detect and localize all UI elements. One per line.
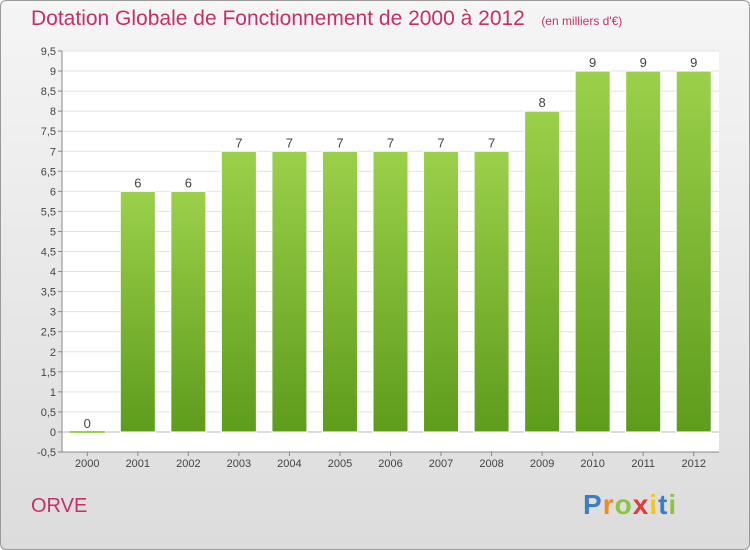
- data-label-2003: 7: [235, 135, 242, 150]
- data-label-2006: 7: [387, 135, 394, 150]
- bar-2002: [170, 190, 207, 433]
- x-tick-label-2001: 2001: [126, 458, 150, 470]
- entity-name: ORVE: [31, 495, 88, 517]
- bar-2004: [271, 150, 308, 433]
- y-tick-label: 5,5: [41, 206, 56, 218]
- y-tick-label: 0: [50, 427, 56, 439]
- title-text: Dotation Globale de Fonctionnement de 20…: [31, 7, 525, 30]
- y-tick-label: 4,5: [41, 247, 56, 259]
- x-tick-label-2003: 2003: [227, 458, 251, 470]
- bar-2011: [625, 70, 662, 433]
- proxiti-logo: Proxiti: [583, 489, 678, 520]
- x-tick-label-2002: 2002: [176, 458, 200, 470]
- bar-2000: [69, 430, 105, 433]
- data-label-2000: 0: [84, 416, 91, 431]
- x-tick-label-2000: 2000: [75, 458, 99, 470]
- x-tick-label-2004: 2004: [277, 458, 301, 470]
- y-tick-label: 9: [50, 66, 56, 78]
- bar-2001: [119, 190, 156, 433]
- y-tick-label: -0,5: [37, 447, 56, 459]
- x-tick-label-2011: 2011: [631, 458, 655, 470]
- y-tick-label: 6: [50, 186, 56, 198]
- data-label-2008: 7: [488, 135, 495, 150]
- y-tick-label: 3: [50, 307, 56, 319]
- x-tick-label-2010: 2010: [580, 458, 604, 470]
- y-tick-label: 1,5: [41, 367, 56, 379]
- bar-2010: [574, 70, 611, 433]
- data-label-2012: 9: [690, 55, 697, 70]
- data-label-2009: 8: [538, 95, 545, 110]
- bar-2012: [675, 70, 712, 433]
- data-label-2005: 7: [336, 135, 343, 150]
- bar-2008: [473, 150, 510, 433]
- y-tick-label: 3,5: [41, 287, 56, 299]
- data-label-2010: 9: [589, 55, 596, 70]
- data-label-2007: 7: [437, 135, 444, 150]
- chart-title: Dotation Globale de Fonctionnement de 20…: [31, 7, 622, 31]
- unit-note: (en milliers d'€): [541, 14, 623, 28]
- y-tick-label: 6,5: [41, 166, 56, 178]
- y-tick-label: 2: [50, 347, 56, 359]
- bar-2005: [321, 150, 358, 433]
- bar-2009: [524, 110, 561, 433]
- data-label-2001: 6: [134, 175, 141, 190]
- x-tick-label-2005: 2005: [328, 458, 352, 470]
- y-tick-label: 7: [50, 146, 56, 158]
- y-tick-label: 7,5: [41, 126, 56, 138]
- x-tick-label-2008: 2008: [479, 458, 503, 470]
- bar-2006: [372, 150, 409, 433]
- x-tick-label-2007: 2007: [429, 458, 453, 470]
- bar-2003: [220, 150, 257, 433]
- y-tick-label: 8: [50, 106, 56, 118]
- y-tick-label: 1: [50, 387, 56, 399]
- data-label-2002: 6: [185, 175, 192, 190]
- x-tick-label-2006: 2006: [378, 458, 402, 470]
- y-tick-label: 2,5: [41, 327, 56, 339]
- y-tick-label: 9,5: [41, 46, 56, 58]
- x-tick-label-2009: 2009: [530, 458, 554, 470]
- bar-2007: [423, 150, 460, 433]
- x-tick-label-2012: 2012: [681, 458, 705, 470]
- data-label-2004: 7: [286, 135, 293, 150]
- y-tick-label: 5: [50, 226, 56, 238]
- y-tick-label: 8,5: [41, 86, 56, 98]
- y-tick-label: 0,5: [41, 407, 56, 419]
- y-tick-label: 4: [50, 267, 56, 279]
- data-label-2011: 9: [640, 55, 647, 70]
